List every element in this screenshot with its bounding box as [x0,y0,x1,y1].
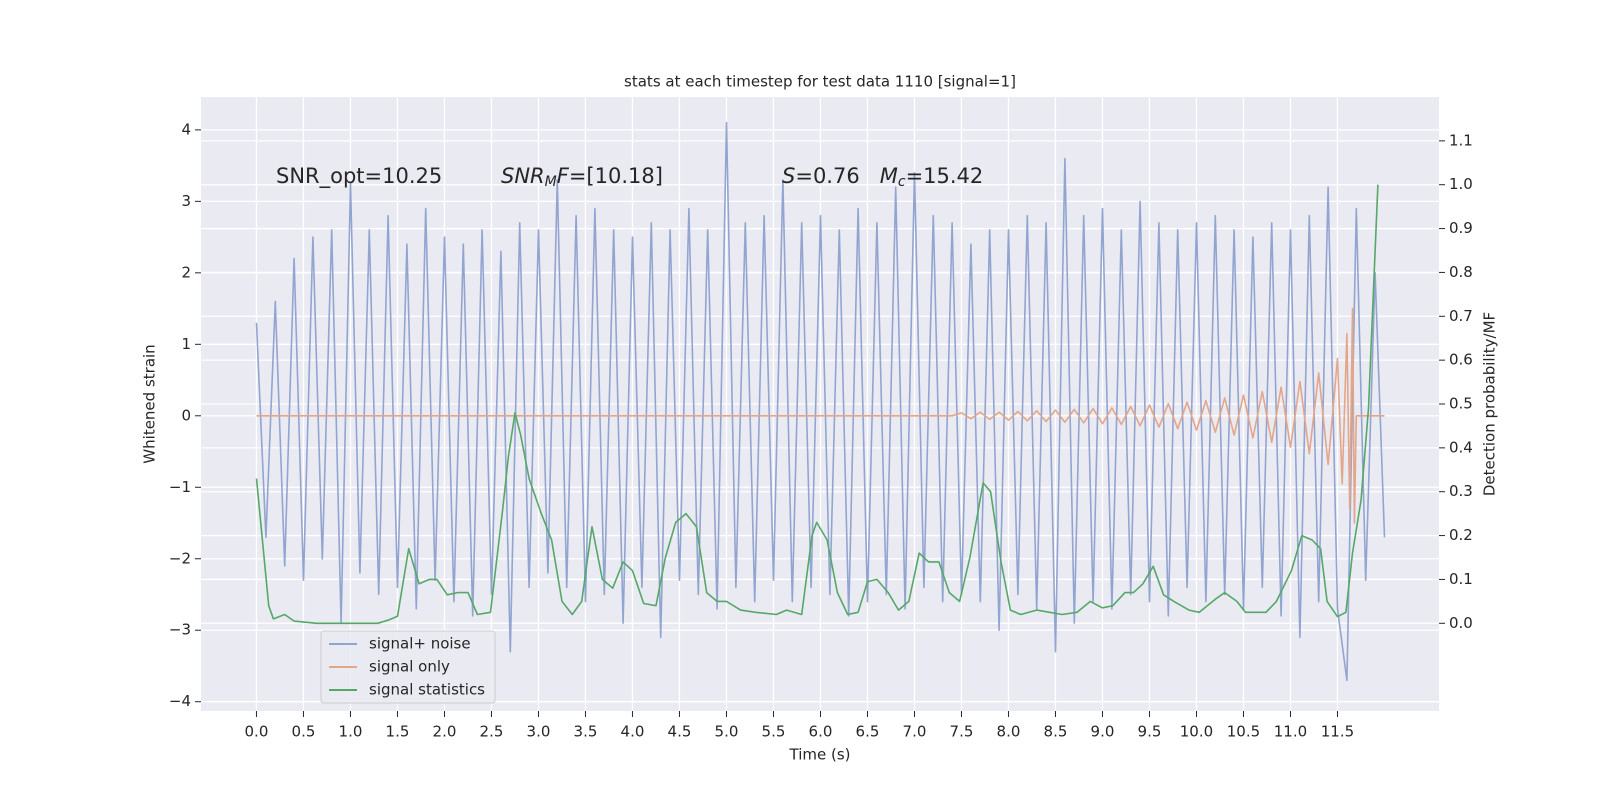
x-tick-label: 7.5 [950,723,974,741]
annotation-part: F [557,164,570,188]
y2-tick-label: 0.8 [1449,263,1473,281]
legend-label: signal statistics [369,681,485,699]
y2-tick-label: 0.6 [1449,351,1473,369]
x-tick-label: 0.0 [245,723,269,741]
y-tick-label: −2 [169,549,191,567]
y-tick-label: 3 [181,192,191,210]
x-axis-label: Time (s) [789,746,851,764]
x-tick-label: 4.5 [668,723,692,741]
x-tick-label: 9.0 [1091,723,1115,741]
legend-box [320,630,496,704]
y2-tick-label: 0.1 [1449,570,1473,588]
annotation: S=0.76 Mc=15.42 [782,164,983,190]
y2-tick-label: 0.4 [1449,438,1473,456]
x-tick-label: 6.5 [856,723,880,741]
series-line [255,184,1379,625]
y-tick-label: −4 [169,692,191,710]
y2-tick-label: 0.2 [1449,526,1473,544]
annotation-part: =[10.18] [569,164,663,188]
x-tick-label: 1.5 [386,723,410,741]
y-tick-label: −1 [169,478,191,496]
annotation: SNR_opt=10.25 [276,164,442,189]
y2-tick-label: 0.5 [1449,395,1473,413]
x-tick-label: 5.0 [715,723,739,741]
x-tick-label: 3.5 [574,723,598,741]
y-tick-label: 2 [181,263,191,281]
y2-tick-label: 0.9 [1449,219,1473,237]
x-tick-label: 5.5 [762,723,786,741]
legend-label: signal+ noise [369,635,471,653]
annotation-part: =0.76 [795,164,879,188]
x-tick-label: 2.0 [433,723,457,741]
x-tick-label: 7.0 [903,723,927,741]
x-tick-label: 8.0 [997,723,1021,741]
x-tick-label: 4.0 [621,723,645,741]
y2-tick-label: 0.0 [1449,614,1473,632]
legend-label: signal only [369,658,450,676]
annotation-part: SNR_opt=10.25 [276,164,442,189]
x-tick-label: 6.0 [809,723,833,741]
annotation-part: c [898,174,906,190]
annotation-part: SNR [501,164,545,188]
y2-tick-label: 0.7 [1449,307,1473,325]
y2-tick-label: 0.3 [1449,482,1473,500]
y-axis-label: Whitened strain [141,344,159,463]
x-tick-label: 10.5 [1227,723,1260,741]
x-tick-label: 0.5 [292,723,316,741]
chart-title: stats at each timestep for test data 111… [624,73,1016,91]
annotation-part: =15.42 [906,164,984,188]
x-tick-label: 3.0 [527,723,551,741]
y2-tick-label: 1.1 [1449,131,1473,149]
y-tick-label: 1 [181,335,191,353]
x-tick-label: 2.5 [480,723,504,741]
x-tick-label: 1.0 [339,723,363,741]
y-tick-label: 4 [181,120,191,138]
x-tick-label: 10.0 [1180,723,1213,741]
x-tick-label: 9.5 [1138,723,1162,741]
y-tick-label: −3 [169,621,191,639]
annotation-part: S [782,164,795,188]
y2-tick-label: 1.0 [1449,175,1473,193]
annotation: SNRMF=[10.18] [501,164,663,190]
annotation-part: M [545,174,557,190]
x-tick-label: 11.0 [1274,723,1307,741]
annotation-part: M [880,164,898,188]
series-line [256,307,1385,524]
y-tick-label: 0 [181,406,191,424]
y2-axis-label: Detection probability/MF [1481,312,1499,496]
x-tick-label: 11.5 [1321,723,1354,741]
x-tick-label: 8.5 [1044,723,1068,741]
series-line [255,121,1386,682]
